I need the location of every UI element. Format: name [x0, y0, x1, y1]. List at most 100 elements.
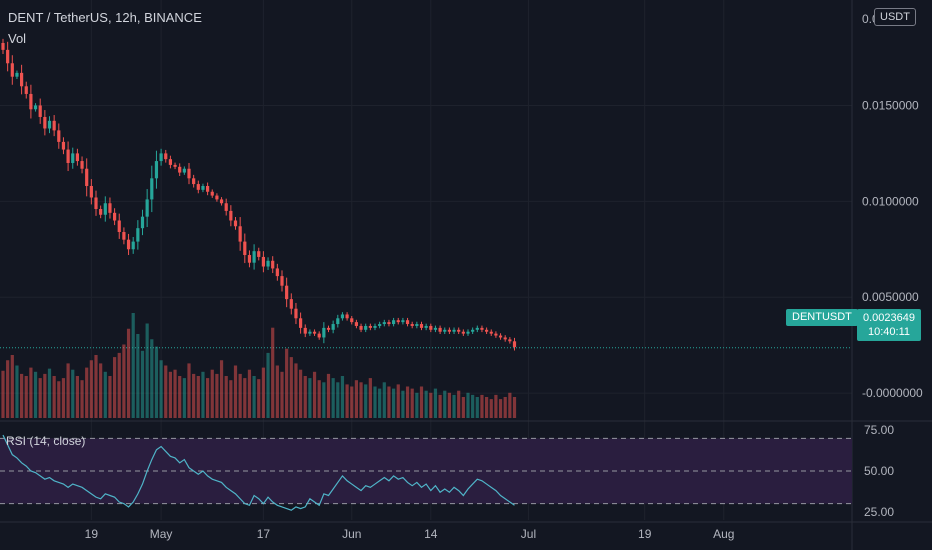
candle-body — [61, 141, 66, 150]
volume-bar — [331, 378, 335, 418]
candlesticks[interactable] — [1, 38, 517, 351]
volume-bar — [429, 392, 433, 418]
volume-bar — [140, 350, 145, 418]
volume-bar — [457, 390, 461, 418]
candle-body — [229, 210, 233, 221]
rsi-tick-label: 50.00 — [864, 464, 894, 478]
candle-body — [1, 42, 5, 50]
candle-body — [326, 327, 331, 330]
candle-body — [238, 226, 242, 242]
candle-body — [29, 93, 33, 110]
candle-body — [345, 314, 349, 319]
volume-bar — [6, 360, 10, 418]
candle-body — [122, 232, 126, 240]
candle-body — [266, 260, 270, 267]
candle-body — [57, 130, 61, 142]
candle-body — [378, 324, 382, 326]
volume-bar — [187, 363, 191, 418]
volume-bar — [136, 334, 140, 418]
volume-bar — [71, 369, 75, 418]
price-tick-label: 0.0150000 — [862, 98, 919, 112]
volume-bar — [438, 394, 442, 418]
volume-bar — [117, 352, 121, 418]
volume-bar — [126, 328, 131, 418]
volume-bar — [103, 371, 107, 418]
candle-body — [331, 324, 335, 330]
rsi-band — [0, 437, 852, 505]
candle-body — [466, 331, 470, 334]
volume-bar — [173, 369, 177, 418]
candle-body — [308, 331, 312, 334]
time-tick-label: Jun — [342, 527, 361, 541]
volume-bar — [503, 397, 507, 418]
candle-body — [340, 314, 345, 319]
volume-bar — [10, 355, 14, 418]
volume-bar — [192, 373, 196, 418]
volume-bar — [382, 382, 386, 418]
candle-body — [498, 335, 503, 338]
volume-bar — [452, 394, 456, 418]
volume-bar — [424, 390, 428, 418]
candle-body — [94, 197, 98, 209]
volume-bar — [368, 378, 372, 418]
volume-bar — [498, 399, 503, 418]
volume-bar — [322, 382, 326, 418]
volume-bar — [266, 352, 270, 418]
price-tick-label: 0.0050000 — [862, 290, 919, 304]
volume-bar — [52, 376, 56, 418]
volume-bar — [401, 390, 405, 418]
volume-bar — [15, 365, 19, 418]
volume-bar — [145, 323, 149, 418]
volume-bar — [433, 388, 438, 418]
candle-body — [71, 153, 75, 163]
candle-body — [178, 166, 182, 173]
volume-bar — [289, 357, 293, 418]
volume-bar — [233, 365, 238, 418]
chart-title: DENT / TetherUS, 12h, BINANCE — [8, 10, 202, 25]
candle-body — [85, 168, 89, 186]
volume-bar — [471, 394, 475, 418]
currency-button[interactable]: USDT — [874, 8, 916, 26]
candle-body — [396, 320, 400, 323]
candle-body — [182, 168, 186, 173]
rsi-indicator-label[interactable]: RSI (14, close) — [6, 434, 86, 448]
volume-bar — [219, 360, 224, 418]
candle-body — [80, 161, 84, 169]
volume-bar — [271, 327, 275, 418]
volume-bar — [94, 355, 98, 418]
candle-body — [429, 325, 433, 330]
last-price-value: 0.0023649 — [863, 312, 915, 324]
candle-body — [424, 325, 428, 328]
volume-bar — [489, 399, 493, 418]
candle-body — [47, 120, 52, 129]
volume-bar — [443, 390, 447, 418]
volume-bar — [182, 378, 186, 418]
volume-bar — [326, 373, 331, 418]
volume-bar — [238, 373, 242, 418]
volume-bar — [75, 376, 79, 418]
candle-body — [233, 220, 238, 227]
candle-body — [210, 191, 214, 196]
candle-body — [336, 318, 340, 325]
candle-body — [43, 116, 47, 129]
volume-bar — [29, 367, 33, 418]
volume-bar — [419, 386, 424, 418]
volume-bar — [466, 392, 470, 418]
candle-body — [24, 86, 28, 94]
volume-bar — [20, 373, 24, 418]
candle-body — [447, 329, 451, 332]
candle-body — [354, 322, 358, 326]
volume-bar — [164, 365, 168, 418]
volume-bar — [415, 392, 419, 418]
candle-body — [401, 320, 405, 323]
candle-body — [475, 327, 479, 330]
candle-body — [126, 239, 131, 250]
candle-body — [312, 331, 317, 334]
volume-bar — [512, 397, 517, 418]
volume-bar — [229, 380, 233, 418]
candle-body — [387, 322, 391, 325]
candle-body — [164, 153, 168, 160]
candle-body — [75, 153, 79, 162]
